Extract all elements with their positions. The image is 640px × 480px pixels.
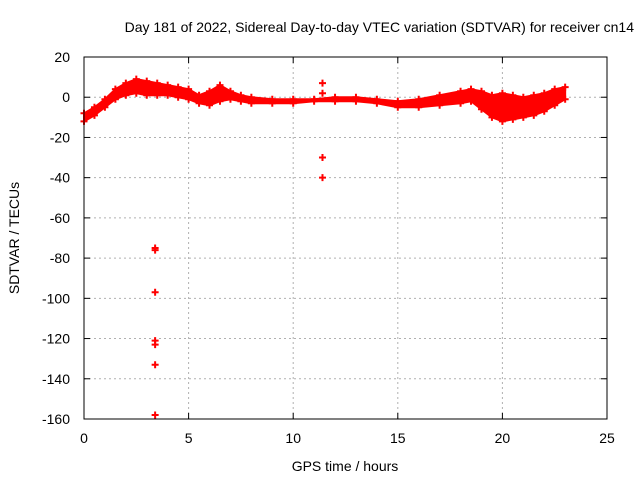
y-tick-label: -80	[50, 250, 70, 266]
outlier-point	[151, 246, 159, 254]
data-point-marker	[132, 89, 140, 97]
data-point-marker	[164, 81, 172, 89]
y-tick-label: -60	[50, 210, 70, 226]
data-point-marker	[122, 91, 130, 99]
data-point-marker	[519, 93, 527, 101]
data-point-marker	[415, 95, 423, 103]
data-point-marker	[457, 99, 465, 107]
y-tick-label: -140	[42, 371, 70, 387]
y-tick-label: -160	[42, 411, 70, 427]
data-point-marker	[551, 85, 559, 93]
outlier-point	[151, 361, 159, 369]
data-point-marker	[551, 101, 559, 109]
data-point-marker	[530, 111, 538, 119]
data-point-marker	[310, 97, 318, 105]
data-point-marker	[457, 87, 465, 95]
data-point-marker	[509, 115, 517, 123]
data-point-marker	[561, 95, 569, 103]
data-point-marker	[467, 85, 475, 93]
data-point-marker	[561, 83, 569, 91]
y-tick-label: -100	[42, 290, 70, 306]
data-point-marker	[226, 95, 234, 103]
data-point-marker	[164, 91, 172, 99]
outlier-point	[151, 411, 159, 419]
data-point-marker	[132, 75, 140, 83]
x-tick-label: 5	[185, 430, 193, 446]
x-tick-label: 20	[495, 430, 511, 446]
y-tick-label: -120	[42, 331, 70, 347]
outlier-point	[151, 288, 159, 296]
data-point-marker	[530, 91, 538, 99]
data-point-marker	[216, 97, 224, 105]
data-point-marker	[90, 111, 98, 119]
data-point-marker	[195, 99, 203, 107]
data-point-marker	[195, 91, 203, 99]
data-point-marker	[488, 113, 496, 121]
plot-frame	[83, 56, 608, 420]
y-axis-label: SDTVAR / TECUs	[6, 182, 22, 294]
data-point-marker	[101, 103, 109, 111]
y-tick-label: 20	[54, 49, 70, 65]
data-point-marker	[415, 103, 423, 111]
data-point-marker	[174, 83, 182, 91]
data-point-marker	[498, 89, 506, 97]
data-point-marker	[226, 87, 234, 95]
sdtvar-band	[83, 78, 567, 123]
data-point-marker	[540, 89, 548, 97]
x-axis-label: GPS time / hours	[292, 458, 399, 474]
data-point-marker	[331, 97, 339, 105]
data-point-marker	[237, 97, 245, 105]
y-tick-label: 0	[62, 89, 70, 105]
data-point-marker	[206, 87, 214, 95]
data-point-marker	[394, 97, 402, 105]
data-point-marker	[268, 99, 276, 107]
data-point-marker	[373, 99, 381, 107]
x-tick-label: 25	[599, 430, 615, 446]
x-tick-label: 10	[285, 430, 301, 446]
data-point-marker	[111, 95, 119, 103]
data-point-marker	[436, 101, 444, 109]
x-tick-label: 0	[80, 430, 88, 446]
data-point-marker	[216, 81, 224, 89]
data-point-marker	[143, 77, 151, 85]
data-point-marker	[90, 103, 98, 111]
data-point-marker	[143, 91, 151, 99]
data-point-marker	[247, 93, 255, 101]
data-point-marker	[477, 105, 485, 113]
chart-title: Day 181 of 2022, Sidereal Day-to-day VTE…	[125, 19, 635, 35]
data-point-marker	[206, 101, 214, 109]
data-point-marker	[436, 91, 444, 99]
data-point-marker	[101, 95, 109, 103]
x-tick-label: 15	[390, 430, 406, 446]
data-point-marker	[153, 91, 161, 99]
data-point-marker	[394, 103, 402, 111]
y-tick-label: -20	[50, 129, 70, 145]
data-point-marker	[509, 91, 517, 99]
outlier-point	[318, 154, 326, 162]
data-point-marker	[488, 91, 496, 99]
data-point-marker	[174, 93, 182, 101]
data-point-marker	[519, 113, 527, 121]
data-point-marker	[237, 91, 245, 99]
data-point-marker	[247, 99, 255, 107]
data-point-marker	[289, 99, 297, 107]
data-point-marker	[111, 85, 119, 93]
outlier-point	[318, 174, 326, 182]
data-point-marker	[467, 97, 475, 105]
data-point-marker	[122, 79, 130, 87]
outlier-point	[318, 89, 326, 97]
outlier-point	[151, 341, 159, 349]
data-point-marker	[352, 97, 360, 105]
data-point-marker	[477, 87, 485, 95]
data-layer	[80, 75, 569, 419]
outlier-point	[318, 79, 326, 87]
data-point-marker	[540, 107, 548, 115]
data-point-marker	[185, 95, 193, 103]
y-tick-label: -40	[50, 170, 70, 186]
data-point-marker	[498, 117, 506, 125]
data-point-marker	[153, 79, 161, 87]
data-point-marker	[185, 85, 193, 93]
tick-layer: 0 5 10 15 20 25 -160 -140 -120 -100 -80 -60 -40 -20 0 2…	[42, 49, 615, 446]
